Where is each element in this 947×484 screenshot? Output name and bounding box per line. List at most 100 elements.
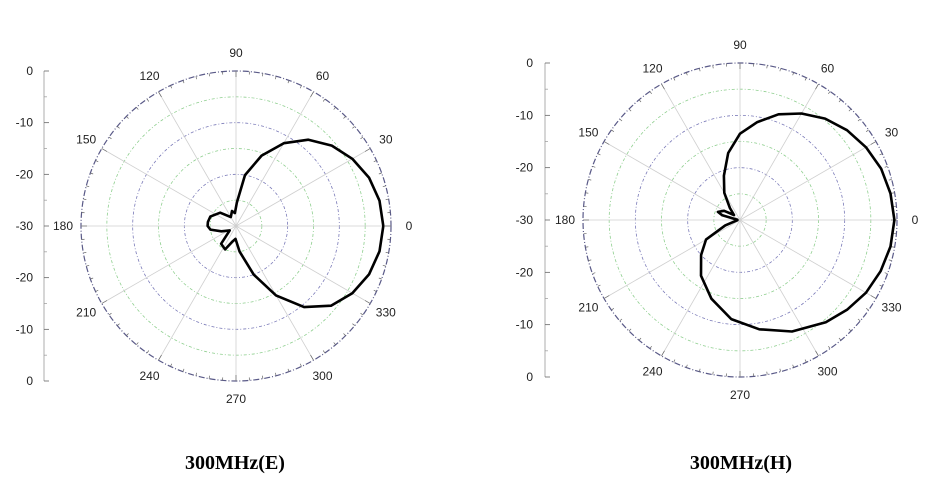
ring-tick <box>343 333 346 336</box>
ring-tick <box>382 265 386 267</box>
ring-tick <box>382 185 386 187</box>
ring-tick <box>838 337 842 341</box>
ring-tick <box>592 165 596 168</box>
ring-tick <box>585 192 589 194</box>
ring-tick <box>195 76 197 80</box>
angle-labels: 0 30 60 90 120 150 180 210 240 270 300 330 <box>555 38 919 402</box>
ring-tick <box>86 185 90 187</box>
angle-label: 120 <box>139 69 159 83</box>
ring-tick <box>83 252 87 254</box>
ring-tick <box>108 136 112 140</box>
ring-tick <box>146 98 150 102</box>
ring-tick <box>638 337 642 341</box>
ring-tick <box>649 91 652 95</box>
ring-tick <box>865 129 869 132</box>
angle-label: 60 <box>821 61 835 75</box>
ring-tick <box>838 99 842 103</box>
ring-tick <box>373 289 377 292</box>
ring-tick <box>699 368 701 372</box>
ring-tick <box>592 272 596 275</box>
radial-axis-label: -10 <box>516 318 534 332</box>
ring-tick <box>673 359 676 363</box>
ring-tick <box>857 318 861 322</box>
radiation-pattern-curve <box>206 138 385 309</box>
ring-tick <box>619 118 623 122</box>
radial-axis-label: -20 <box>516 265 534 279</box>
chart-caption-e: 300MHz(E) <box>185 452 285 474</box>
ring-tick <box>322 98 326 102</box>
angle-label: 180 <box>555 213 575 227</box>
radial-axis-label: -10 <box>16 322 34 336</box>
angle-label: 150 <box>76 133 96 147</box>
polar-grid <box>582 62 898 378</box>
radial-axis-label: -20 <box>16 271 34 285</box>
ring-tick <box>585 246 589 248</box>
radial-axis-label: -30 <box>516 213 534 227</box>
ring-tick <box>848 108 852 112</box>
ring-tick <box>628 328 632 332</box>
angle-label: 90 <box>229 46 243 60</box>
ring-tick <box>287 368 290 372</box>
chart-caption-h: 300MHz(H) <box>689 452 793 474</box>
ring-tick <box>343 116 346 119</box>
ring-tick <box>208 73 210 77</box>
ring-tick <box>884 165 888 168</box>
ring-tick <box>352 126 355 129</box>
angle-label: 240 <box>139 369 159 383</box>
ring-tick <box>712 65 714 69</box>
ring-tick <box>870 141 877 145</box>
ring-tick <box>158 91 162 98</box>
radial-axis: 0 -10 -20 -30 -20 -10 0 <box>516 56 550 384</box>
angle-label: 300 <box>312 369 332 383</box>
ring-tick <box>603 295 610 299</box>
grid-spoke <box>235 91 314 227</box>
ring-tick <box>879 153 883 156</box>
ring-tick <box>182 80 185 84</box>
ring-tick <box>766 371 768 375</box>
ring-tick <box>333 342 336 345</box>
ring-tick <box>126 333 129 336</box>
angle-label: 120 <box>642 61 662 75</box>
ring-tick <box>136 107 139 110</box>
ring-tick <box>828 345 831 349</box>
grid-spoke <box>235 148 371 227</box>
grid-spoke <box>603 219 741 299</box>
grid-spoke <box>158 225 237 361</box>
ring-tick <box>117 126 120 129</box>
ring-tick <box>385 198 389 200</box>
ring-tick <box>360 312 364 316</box>
angle-label: 30 <box>885 126 899 140</box>
ring-tick <box>673 77 676 81</box>
angle-label: 270 <box>226 392 246 406</box>
grid-spoke <box>739 219 877 299</box>
ring-tick <box>310 354 314 361</box>
ring-tick <box>848 328 852 332</box>
radial-axis-label: -30 <box>16 219 34 233</box>
ring-tick <box>619 318 623 322</box>
ring-tick <box>792 364 795 368</box>
grid-spoke <box>739 141 877 221</box>
ring-tick <box>360 136 364 140</box>
ring-tick <box>83 198 87 200</box>
angle-label: 270 <box>730 388 750 402</box>
radial-axis-label: -20 <box>16 167 34 181</box>
grid-spoke <box>235 225 371 304</box>
ring-tick <box>766 65 768 69</box>
ring-tick <box>638 99 642 103</box>
ring-tick <box>146 350 150 354</box>
ring-tick <box>628 108 632 112</box>
angle-label: 150 <box>578 126 598 140</box>
ring-tick <box>378 277 382 280</box>
ring-tick <box>170 363 173 367</box>
ring-tick <box>108 312 112 316</box>
angle-label: 30 <box>379 133 393 147</box>
angle-label: 210 <box>76 306 96 320</box>
ring-tick <box>364 300 371 304</box>
ring-tick <box>588 259 592 261</box>
ring-tick <box>685 364 688 368</box>
ring-tick <box>126 116 129 119</box>
ring-tick <box>888 259 892 261</box>
ring-tick <box>333 107 336 110</box>
ring-tick <box>275 372 277 376</box>
ring-tick <box>712 371 714 375</box>
